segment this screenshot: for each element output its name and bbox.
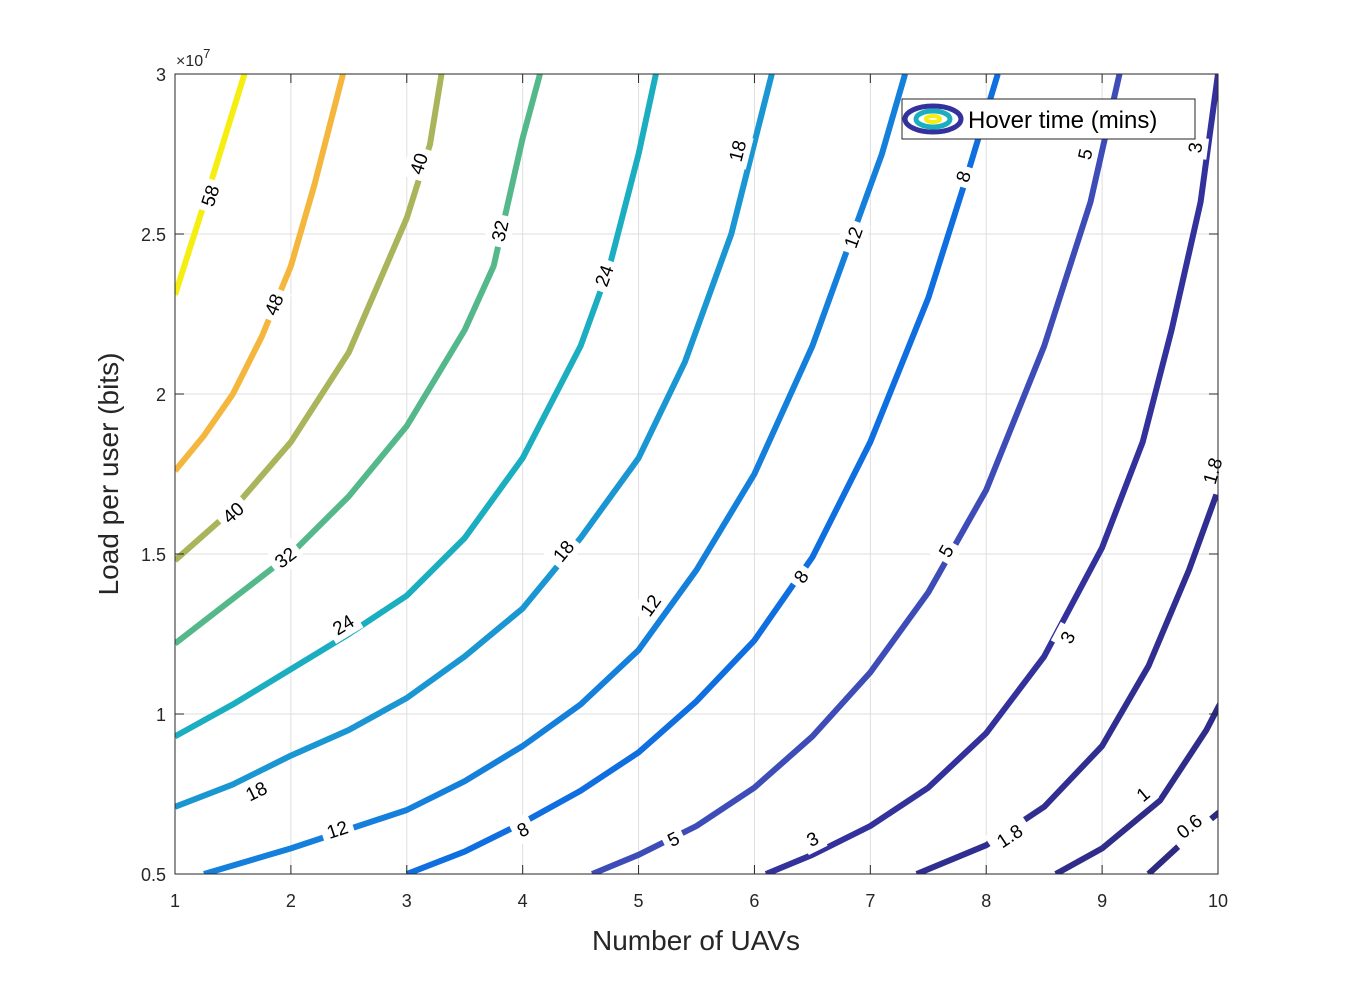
contour-line-3 <box>764 74 1218 874</box>
contour-label-gap <box>658 822 689 856</box>
contour-label: 12 <box>630 584 671 626</box>
contour-label: 8 <box>507 812 538 846</box>
contour-label-gap <box>784 560 818 593</box>
x-tick-label: 7 <box>865 891 875 911</box>
contour-label-gap <box>630 584 671 626</box>
contour-label-gap <box>192 176 228 215</box>
contour-line-32 <box>175 74 543 646</box>
contour-line-18 <box>175 74 775 810</box>
contour-label-gap <box>984 812 1035 859</box>
legend: Hover time (mins) <box>901 98 1196 140</box>
contour-label-gap <box>401 144 436 183</box>
x-tick-label: 1 <box>170 891 180 911</box>
y-tick-label: 2 <box>156 385 166 405</box>
x-tick-label: 8 <box>981 891 991 911</box>
contour-label: 5 <box>929 535 963 567</box>
contour-label-gap <box>1050 621 1084 653</box>
x-axis-ticks: 1 2 3 4 5 6 7 8 9 10 <box>170 74 1228 911</box>
contour-label: 12 <box>317 811 357 847</box>
contour-label-gap <box>212 492 254 533</box>
contour-label-gap <box>720 132 754 170</box>
x-tick-label: 10 <box>1208 891 1228 911</box>
x-axis-label: Number of UAVs <box>592 925 800 956</box>
legend-swatch-icon <box>902 103 964 135</box>
y-tick-label: 1 <box>156 705 166 725</box>
contour-label-text: 32 <box>488 218 513 243</box>
legend-swatch-core-icon <box>924 114 942 124</box>
contour-label: 5 <box>1069 140 1100 168</box>
y-axis-label: Load per user (bits) <box>93 353 124 596</box>
contour-label: 18 <box>720 132 754 170</box>
contour-label-gap <box>929 535 963 567</box>
contour-label-gap <box>264 537 306 578</box>
contour-label: 8 <box>947 162 979 191</box>
contour-label: 18 <box>235 772 277 810</box>
x-tick-label: 6 <box>749 891 759 911</box>
contour-label: 3 <box>1180 135 1210 160</box>
contour-label: 32 <box>264 537 306 578</box>
plot-frame <box>174 73 1219 875</box>
contour-label-gap <box>507 812 538 846</box>
contour-label-gap <box>322 604 364 644</box>
contour-label-gap <box>483 212 516 250</box>
contour-label: 3 <box>797 822 828 856</box>
y-tick-label: 3 <box>156 65 166 85</box>
contour-label: 8 <box>784 560 818 593</box>
contour-label-gap <box>1180 135 1210 160</box>
y-tick-label: 0.5 <box>141 865 166 885</box>
contour-label-gap <box>797 822 828 856</box>
y-tick-label: 1.5 <box>141 545 166 565</box>
y-axis-ticks: 0.5 1 1.5 2 2.5 3 <box>141 65 1218 885</box>
contour-label: 40 <box>401 144 436 183</box>
contour-label-gap <box>542 530 584 572</box>
x-tick-label: 3 <box>402 891 412 911</box>
contour-line-48 <box>175 74 346 473</box>
contour-label-gap <box>947 162 979 191</box>
contour-label: 3 <box>1050 621 1084 653</box>
x-tick-label: 2 <box>286 891 296 911</box>
contour-label: 32 <box>483 212 516 250</box>
legend-label: Hover time (mins) <box>968 107 1157 134</box>
contour-label-gap <box>1164 802 1214 850</box>
contour-label-gap <box>835 217 871 257</box>
contour-label-gap <box>1193 446 1231 496</box>
contour-label-gap <box>235 772 277 810</box>
contour-label-text: 5 <box>1075 147 1098 162</box>
contour-line-24 <box>175 74 659 740</box>
contour-label-gap <box>1069 140 1100 168</box>
x-tick-label: 5 <box>634 891 644 911</box>
contour-label-gap <box>317 811 357 847</box>
plot-background <box>175 74 1218 874</box>
x-tick-label: 9 <box>1097 891 1107 911</box>
y-exponent-power: 7 <box>203 46 210 61</box>
legend-swatch-inner-icon <box>913 108 953 130</box>
contour-label-text: 18 <box>726 138 752 164</box>
contour-label: 58 <box>192 176 228 215</box>
contour-label-text: 3 <box>1185 141 1207 154</box>
y-exponent-label: ×107 <box>176 46 210 70</box>
y-tick-label: 2.5 <box>141 225 166 245</box>
contour-label: 1 <box>1126 777 1160 811</box>
contour-label-gap <box>1126 777 1160 811</box>
contour-label: 5 <box>658 822 689 856</box>
contour-line-1 <box>1054 701 1218 874</box>
x-tick-label: 4 <box>518 891 528 911</box>
contour-label-gap <box>586 256 622 296</box>
contour-label-gap <box>255 284 292 325</box>
